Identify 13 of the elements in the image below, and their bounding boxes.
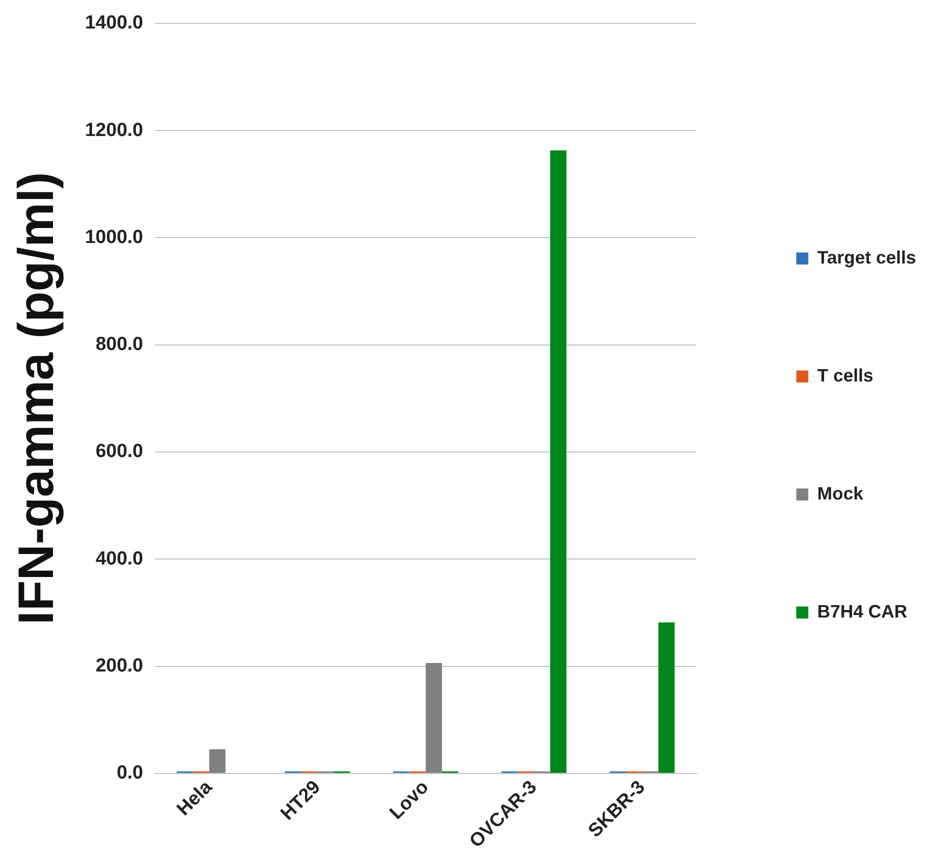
legend-label: T cells [817, 365, 874, 386]
legend-label: Mock [817, 483, 864, 504]
y-tick-label: 400.0 [96, 548, 144, 570]
legend-label: Target cells [817, 247, 916, 268]
y-tick-label: 800.0 [96, 334, 144, 356]
legend-label: B7H4 CAR [817, 601, 908, 622]
y-axis-title: IFN-gamma (pg/ml) [8, 172, 64, 625]
y-tick-label: 1200.0 [84, 120, 144, 141]
y-tick-label: 1400.0 [84, 12, 144, 34]
y-tick-label: 600.0 [96, 441, 144, 462]
y-tick-label: 200.0 [96, 656, 144, 677]
y-tick-label: 0.0 [116, 762, 144, 784]
y-tick-label: 1000.0 [84, 226, 144, 248]
